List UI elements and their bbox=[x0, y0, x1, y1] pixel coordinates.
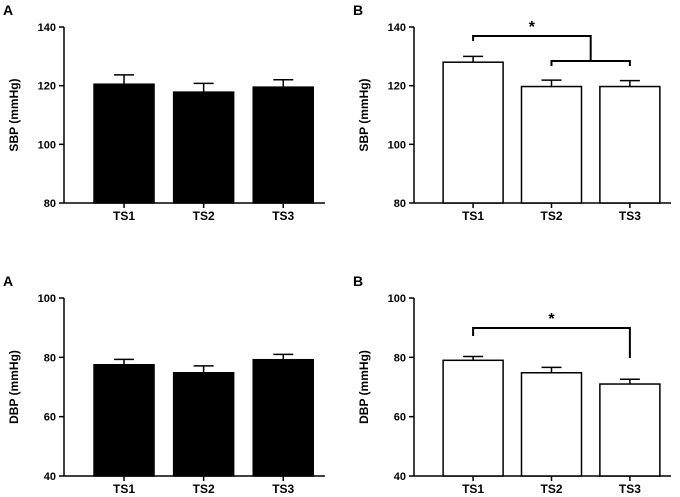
bar-ts2 bbox=[172, 91, 235, 204]
y-tick-label: 140 bbox=[388, 22, 406, 34]
bar-ts2 bbox=[520, 372, 583, 477]
chart-panel-2: B SBP (mmHg) 80 100 120 140 TS1 TS2 TS3 * bbox=[353, 2, 671, 223]
bar-ts1 bbox=[93, 83, 155, 204]
category-label-ts3: TS3 bbox=[272, 482, 294, 496]
y-tick-label: 120 bbox=[388, 81, 406, 93]
significance-star: * bbox=[529, 19, 536, 36]
category-label-ts3: TS3 bbox=[272, 209, 294, 223]
category-label-ts2: TS2 bbox=[540, 482, 562, 496]
significance-group-bracket bbox=[550, 60, 631, 66]
y-tick-label: 40 bbox=[44, 471, 56, 483]
y-tick-label: 100 bbox=[38, 139, 56, 151]
bar-ts3 bbox=[599, 383, 661, 477]
y-tick-label: 80 bbox=[394, 198, 406, 210]
significance-bracket bbox=[472, 35, 592, 61]
y-tick-label: 60 bbox=[394, 412, 406, 424]
bar-ts1 bbox=[442, 359, 504, 477]
bar-ts3 bbox=[252, 358, 314, 477]
y-axis-label: SBP (mmHg) bbox=[357, 78, 371, 151]
category-label-ts2: TS2 bbox=[540, 209, 562, 223]
y-tick-label: 120 bbox=[38, 81, 56, 93]
category-label-ts3: TS3 bbox=[619, 482, 641, 496]
panel-letter: A bbox=[3, 273, 13, 289]
y-tick-label: 40 bbox=[394, 471, 406, 483]
category-label-ts3: TS3 bbox=[619, 209, 641, 223]
significance-bracket bbox=[472, 327, 631, 358]
significance-star: * bbox=[548, 311, 555, 328]
bar-ts2 bbox=[520, 85, 583, 204]
y-tick-label: 140 bbox=[38, 22, 56, 34]
chart-panel-3: A DBP (mmHg) 40 60 80 100 TS1 TS2 TS3 bbox=[3, 273, 325, 496]
bar-ts1 bbox=[442, 61, 504, 204]
bar-ts3 bbox=[252, 86, 314, 204]
y-tick-label: 100 bbox=[38, 293, 56, 305]
y-axis-label: DBP (mmHg) bbox=[357, 350, 371, 424]
y-axis-label: SBP (mmHg) bbox=[7, 78, 21, 151]
category-label-ts1: TS1 bbox=[462, 482, 484, 496]
chart-panel-4: B DBP (mmHg) 40 60 80 100 TS1 TS2 TS3 * bbox=[353, 273, 671, 496]
y-tick-label: 80 bbox=[44, 198, 56, 210]
category-label-ts1: TS1 bbox=[462, 209, 484, 223]
panel-letter: A bbox=[3, 2, 13, 18]
category-label-ts2: TS2 bbox=[193, 482, 215, 496]
bar-ts3 bbox=[599, 85, 661, 204]
y-axis-label: DBP (mmHg) bbox=[7, 350, 21, 424]
y-tick-label: 60 bbox=[44, 412, 56, 424]
y-tick-label: 100 bbox=[388, 293, 406, 305]
panel-letter: B bbox=[353, 273, 363, 289]
category-label-ts2: TS2 bbox=[193, 209, 215, 223]
bar-ts2 bbox=[172, 372, 235, 477]
y-tick-label: 100 bbox=[388, 139, 406, 151]
chart-panel-1: A SBP (mmHg) 80 100 120 140 TS1 TS2 TS3 bbox=[3, 2, 325, 223]
category-label-ts1: TS1 bbox=[113, 482, 135, 496]
bar-ts1 bbox=[93, 364, 155, 477]
panel-letter: B bbox=[353, 2, 363, 18]
y-tick-label: 80 bbox=[44, 352, 56, 364]
y-tick-label: 80 bbox=[394, 352, 406, 364]
category-label-ts1: TS1 bbox=[113, 209, 135, 223]
